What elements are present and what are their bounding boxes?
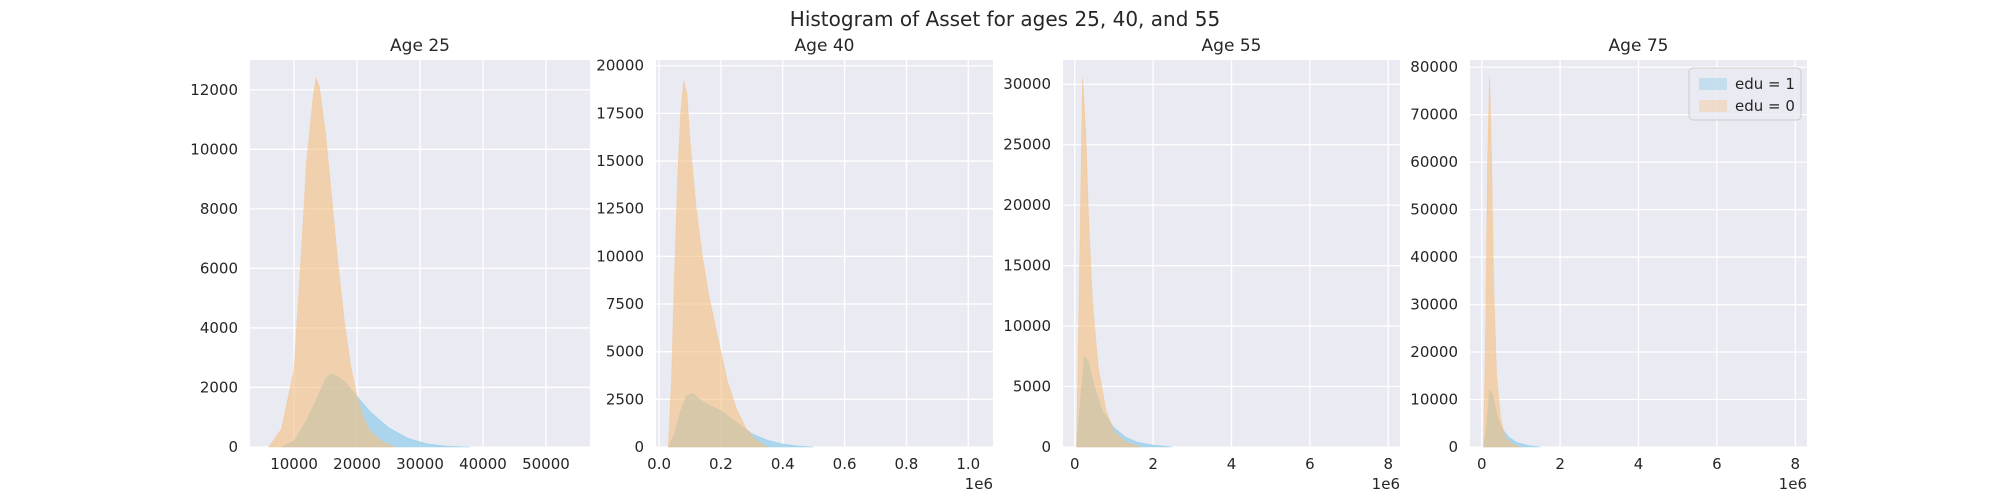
histogram-edu-0 — [268, 77, 395, 448]
x-tick-label: 0.0 — [647, 455, 671, 473]
legend-swatch — [1699, 100, 1727, 112]
x-tick-label: 8 — [1383, 455, 1393, 473]
y-tick-label: 80000 — [1410, 58, 1458, 76]
x-tick-label: 50000 — [522, 455, 570, 473]
y-tick-label: 20000 — [1410, 343, 1458, 361]
y-tick-label: 70000 — [1410, 106, 1458, 124]
x-tick-label: 1.0 — [956, 455, 980, 473]
y-tick-label: 0 — [1448, 438, 1458, 456]
x-offset-text: 1e6 — [965, 475, 993, 493]
x-tick-label: 0.2 — [709, 455, 733, 473]
x-tick-label: 30000 — [396, 455, 444, 473]
x-tick-label: 0.4 — [771, 455, 795, 473]
y-tick-label: 4000 — [200, 319, 238, 337]
y-tick-label: 20000 — [1003, 196, 1051, 214]
histogram-edu-0 — [667, 80, 769, 448]
histogram-panel: 0.0 0.2 0.4 0.6 0.8 1.0 0 2500 5000 7500 10000 1250… — [596, 36, 993, 493]
panel-title: Age 55 — [1202, 36, 1262, 56]
y-tick-label: 0 — [634, 438, 644, 456]
x-tick-label: 4 — [1634, 455, 1644, 473]
y-tick-label: 7500 — [606, 295, 644, 313]
y-tick-label: 10000 — [1410, 391, 1458, 409]
y-tick-label: 60000 — [1410, 153, 1458, 171]
y-tick-label: 25000 — [1003, 136, 1051, 154]
y-tick-label: 5000 — [1013, 378, 1051, 396]
y-tick-label: 2500 — [606, 390, 644, 408]
x-offset-text: 1e6 — [1372, 475, 1400, 493]
histogram-panel: 0 2 4 6 8 0 5000 10000 15000 20000 25000 30000 1e6 Ag… — [1003, 36, 1400, 493]
y-tick-label: 12500 — [596, 200, 644, 218]
x-tick-label: 10000 — [270, 455, 318, 473]
y-tick-label: 20000 — [596, 57, 644, 75]
y-tick-label: 0 — [1041, 438, 1051, 456]
y-tick-label: 0 — [228, 438, 238, 456]
y-tick-label: 6000 — [200, 259, 238, 277]
y-tick-label: 10000 — [1003, 317, 1051, 335]
histogram-panel: 10000 20000 30000 40000 50000 0 2000 4000 6000 80… — [190, 36, 590, 473]
figure-title: Histogram of Asset for ages 25, 40, and … — [790, 7, 1220, 31]
x-offset-text: 1e6 — [1779, 475, 1807, 493]
x-tick-label: 0.6 — [833, 455, 857, 473]
x-tick-label: 4 — [1227, 455, 1237, 473]
histogram-edu-0 — [1076, 78, 1142, 448]
y-tick-label: 50000 — [1410, 201, 1458, 219]
x-tick-label: 40000 — [459, 455, 507, 473]
y-tick-label: 10000 — [596, 247, 644, 265]
y-tick-label: 17500 — [596, 104, 644, 122]
y-tick-label: 40000 — [1410, 248, 1458, 266]
legend-swatch — [1699, 78, 1727, 90]
legend-label: edu = 1 — [1735, 75, 1795, 93]
y-tick-label: 5000 — [606, 343, 644, 361]
x-tick-label: 0 — [1070, 455, 1080, 473]
panel-title: Age 40 — [795, 36, 855, 56]
legend-box — [1688, 67, 1802, 121]
x-tick-label: 0 — [1477, 455, 1487, 473]
x-tick-label: 2 — [1555, 455, 1565, 473]
panel-title: Age 75 — [1609, 36, 1669, 56]
legend: edu = 1 edu = 0 — [1688, 67, 1802, 121]
histogram-panel: 0 2 4 6 8 0 10000 20000 30000 40000 50000 60000 7000… — [1410, 36, 1807, 493]
panels: 10000 20000 30000 40000 50000020004000600080… — [190, 36, 1807, 493]
y-tick-label: 2000 — [200, 378, 238, 396]
y-tick-label: 30000 — [1410, 296, 1458, 314]
panel-title: Age 25 — [390, 36, 450, 56]
x-tick-label: 0.8 — [895, 455, 919, 473]
y-tick-label: 8000 — [200, 200, 238, 218]
y-tick-label: 12000 — [190, 81, 238, 99]
y-tick-label: 10000 — [190, 140, 238, 158]
x-tick-label: 6 — [1305, 455, 1315, 473]
legend-label: edu = 0 — [1735, 97, 1795, 115]
x-tick-label: 20000 — [333, 455, 381, 473]
y-tick-label: 15000 — [1003, 257, 1051, 275]
histogram-edu-0 — [1483, 76, 1522, 448]
y-tick-label: 30000 — [1003, 75, 1051, 93]
x-tick-label: 6 — [1712, 455, 1722, 473]
y-tick-label: 15000 — [596, 152, 644, 170]
x-tick-label: 8 — [1790, 455, 1800, 473]
x-tick-label: 2 — [1148, 455, 1158, 473]
